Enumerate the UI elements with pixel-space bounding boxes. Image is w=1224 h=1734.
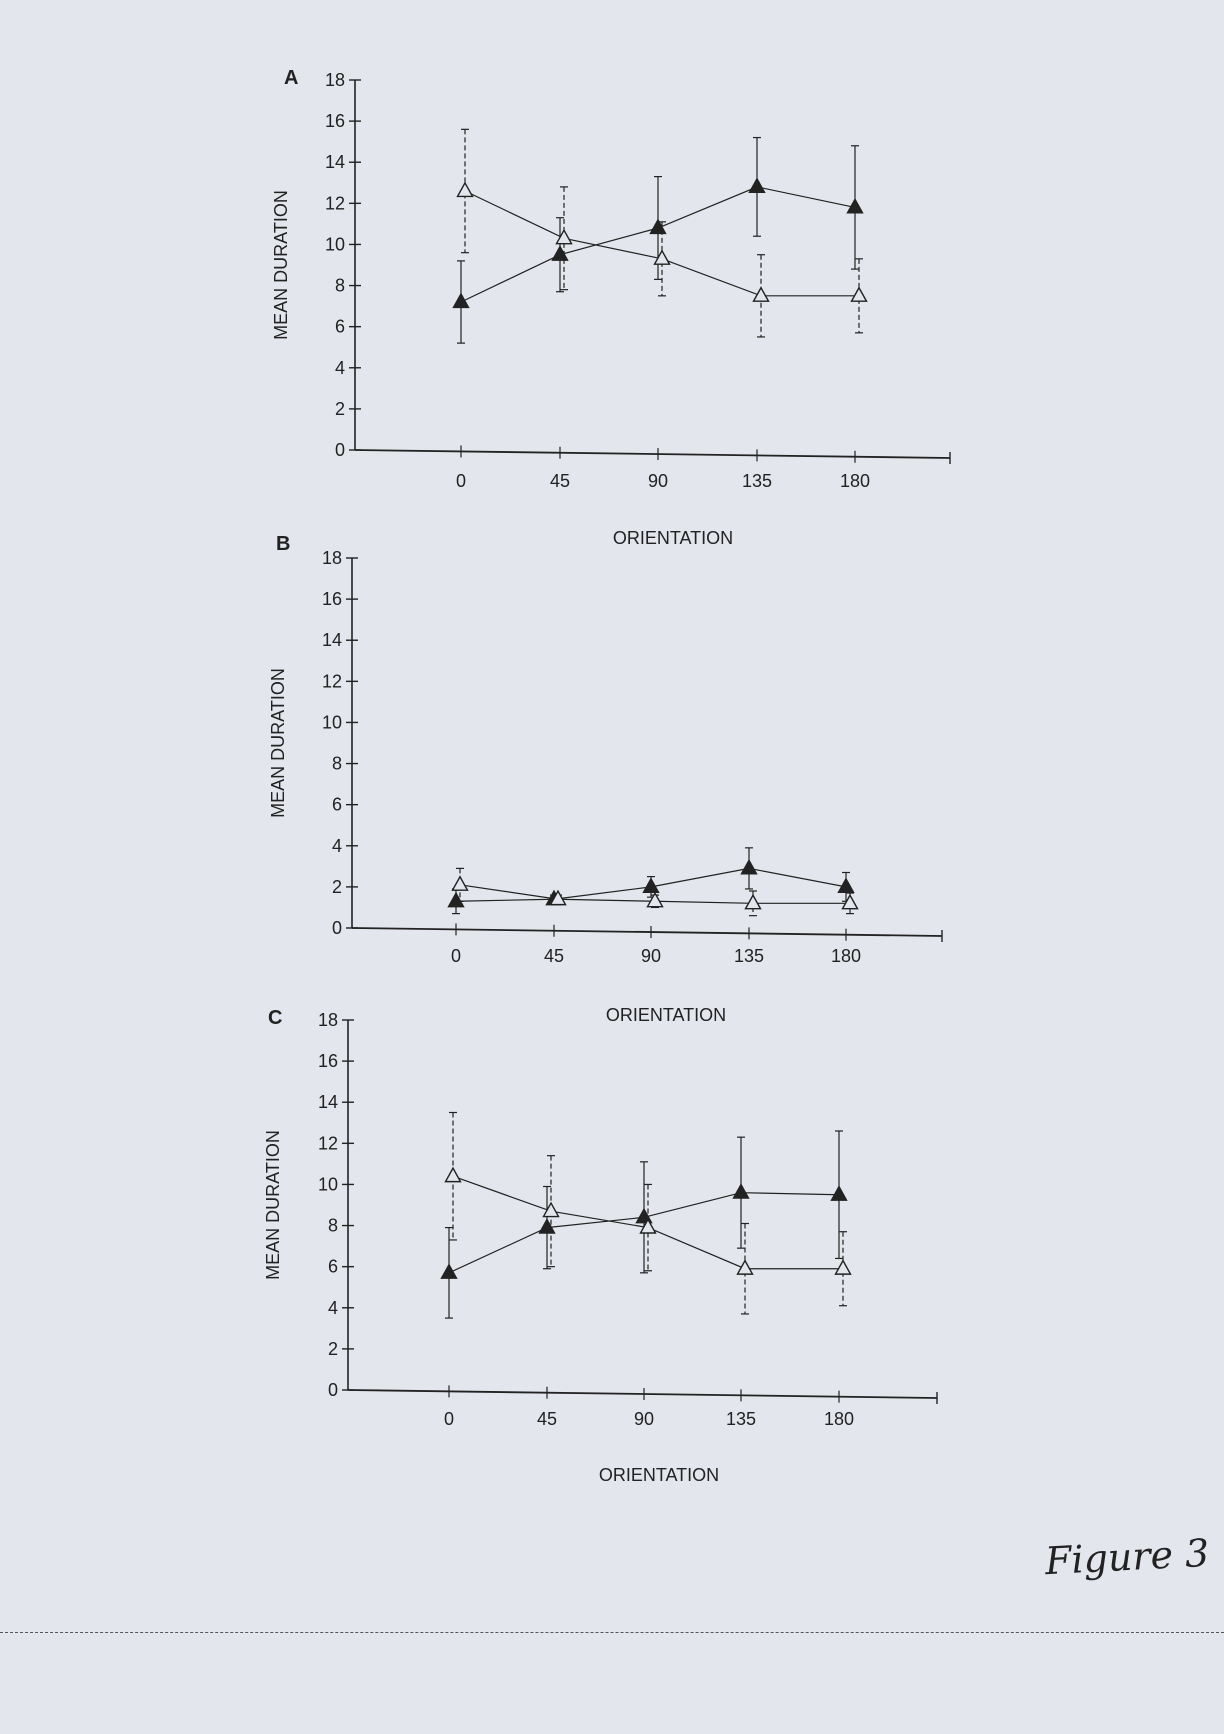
x-tick-label: 135 bbox=[734, 946, 764, 966]
y-tick-label: 2 bbox=[328, 1339, 338, 1359]
y-tick-label: 18 bbox=[318, 1010, 338, 1030]
open-triangle-point bbox=[542, 1201, 560, 1218]
chart-panel-b: B 0 2 4 6 8 10 12 14 16 18 MEAN DURATION 0 45 90 135 180… bbox=[268, 533, 943, 1025]
open-triangle-point bbox=[646, 891, 664, 908]
x-axis-line bbox=[347, 1389, 938, 1399]
y-tick-label: 12 bbox=[322, 671, 342, 691]
panel-letter: B bbox=[276, 533, 290, 555]
x-tick-label: 180 bbox=[840, 471, 870, 491]
x-tick-label: 0 bbox=[444, 1409, 454, 1429]
y-tick-label: 14 bbox=[318, 1092, 338, 1112]
y-tick-label: 12 bbox=[325, 193, 345, 213]
x-tick-label: 90 bbox=[634, 1409, 654, 1429]
y-tick-label: 2 bbox=[335, 399, 345, 419]
y-tick-label: 16 bbox=[325, 111, 345, 131]
y-tick-label: 0 bbox=[335, 440, 345, 460]
open-triangle-point bbox=[653, 249, 671, 265]
y-tick-label: 16 bbox=[322, 589, 342, 609]
y-tick-label: 8 bbox=[335, 276, 345, 296]
y-tick-label: 10 bbox=[318, 1174, 338, 1194]
filled-triangle-point bbox=[440, 1263, 458, 1279]
y-tick-label: 12 bbox=[318, 1133, 338, 1153]
x-tick-label: 180 bbox=[831, 946, 861, 966]
open-triangle-point bbox=[744, 893, 762, 910]
x-axis-line bbox=[351, 927, 943, 937]
series-open bbox=[456, 128, 868, 338]
y-tick-label: 6 bbox=[328, 1257, 338, 1277]
x-tick-label: 90 bbox=[648, 471, 668, 491]
y-tick-label: 0 bbox=[328, 1380, 338, 1400]
x-tick-label: 45 bbox=[544, 946, 564, 966]
figure-caption: Figure 3 bbox=[1043, 1530, 1211, 1584]
open-triangle-point bbox=[736, 1259, 754, 1275]
filled-triangle-point bbox=[642, 877, 660, 893]
y-tick-label: 8 bbox=[332, 754, 342, 774]
filled-triangle-point bbox=[538, 1218, 556, 1234]
x-tick-label: 45 bbox=[550, 471, 570, 491]
series-filled bbox=[452, 136, 864, 344]
open-triangle-point bbox=[451, 875, 469, 891]
filled-triangle-point bbox=[452, 292, 470, 309]
x-tick-label: 90 bbox=[641, 946, 661, 966]
filled-triangle-point bbox=[740, 858, 758, 875]
y-tick-label: 6 bbox=[332, 795, 342, 815]
filled-triangle-point bbox=[447, 891, 465, 908]
filled-triangle-point bbox=[830, 1185, 848, 1201]
x-axis-line bbox=[354, 449, 951, 459]
y-tick-label: 16 bbox=[318, 1051, 338, 1071]
filled-triangle-point bbox=[732, 1183, 750, 1199]
y-tick-label: 18 bbox=[325, 70, 345, 90]
y-tick-label: 4 bbox=[332, 836, 342, 856]
chart-panel-a: A 0 2 4 6 8 10 12 14 16 18 MEAN DURATION 0 45 90 135 180… bbox=[271, 67, 951, 548]
y-tick-label: 4 bbox=[328, 1298, 338, 1318]
chart-panel-c: C 0 2 4 6 8 10 12 14 16 18 MEAN DURATION 0 45 90 135 180… bbox=[263, 1007, 938, 1485]
series-open bbox=[444, 1111, 852, 1315]
x-tick-label: 135 bbox=[742, 471, 772, 491]
filled-triangle-point bbox=[846, 197, 864, 214]
open-triangle-point bbox=[834, 1259, 852, 1275]
y-tick-label: 10 bbox=[322, 712, 342, 732]
y-tick-label: 8 bbox=[328, 1216, 338, 1236]
y-tick-label: 14 bbox=[325, 152, 345, 172]
y-tick-label: 2 bbox=[332, 877, 342, 897]
y-tick-label: 14 bbox=[322, 630, 342, 650]
x-axis-title: ORIENTATION bbox=[599, 1465, 719, 1485]
x-tick-label: 135 bbox=[726, 1409, 756, 1429]
open-triangle-point bbox=[555, 228, 573, 245]
x-tick-label: 45 bbox=[537, 1409, 557, 1429]
open-triangle-point bbox=[850, 286, 868, 302]
x-axis-title: ORIENTATION bbox=[613, 528, 733, 548]
y-tick-label: 18 bbox=[322, 548, 342, 568]
open-triangle-point bbox=[752, 286, 770, 302]
page-divider bbox=[0, 1632, 1224, 1633]
x-tick-label: 0 bbox=[456, 471, 466, 491]
filled-triangle-point bbox=[748, 177, 766, 193]
open-triangle-point bbox=[456, 181, 474, 198]
y-axis-title: MEAN DURATION bbox=[271, 190, 291, 340]
open-triangle-point bbox=[549, 889, 567, 906]
y-tick-label: 4 bbox=[335, 358, 345, 378]
open-triangle-point bbox=[841, 893, 859, 910]
filled-triangle-point bbox=[837, 877, 855, 893]
x-axis-title: ORIENTATION bbox=[606, 1005, 726, 1025]
y-axis-title: MEAN DURATION bbox=[263, 1130, 283, 1280]
open-triangle-point bbox=[444, 1166, 462, 1183]
series-open bbox=[451, 867, 859, 917]
y-tick-label: 6 bbox=[335, 317, 345, 337]
open-triangle-point bbox=[639, 1218, 657, 1234]
y-tick-label: 0 bbox=[332, 918, 342, 938]
panel-letter: C bbox=[268, 1007, 282, 1029]
y-axis-title: MEAN DURATION bbox=[268, 668, 288, 818]
x-tick-label: 180 bbox=[824, 1409, 854, 1429]
series-filled bbox=[440, 1130, 848, 1319]
x-tick-label: 0 bbox=[451, 946, 461, 966]
y-tick-label: 10 bbox=[325, 234, 345, 254]
panel-letter: A bbox=[284, 67, 298, 89]
